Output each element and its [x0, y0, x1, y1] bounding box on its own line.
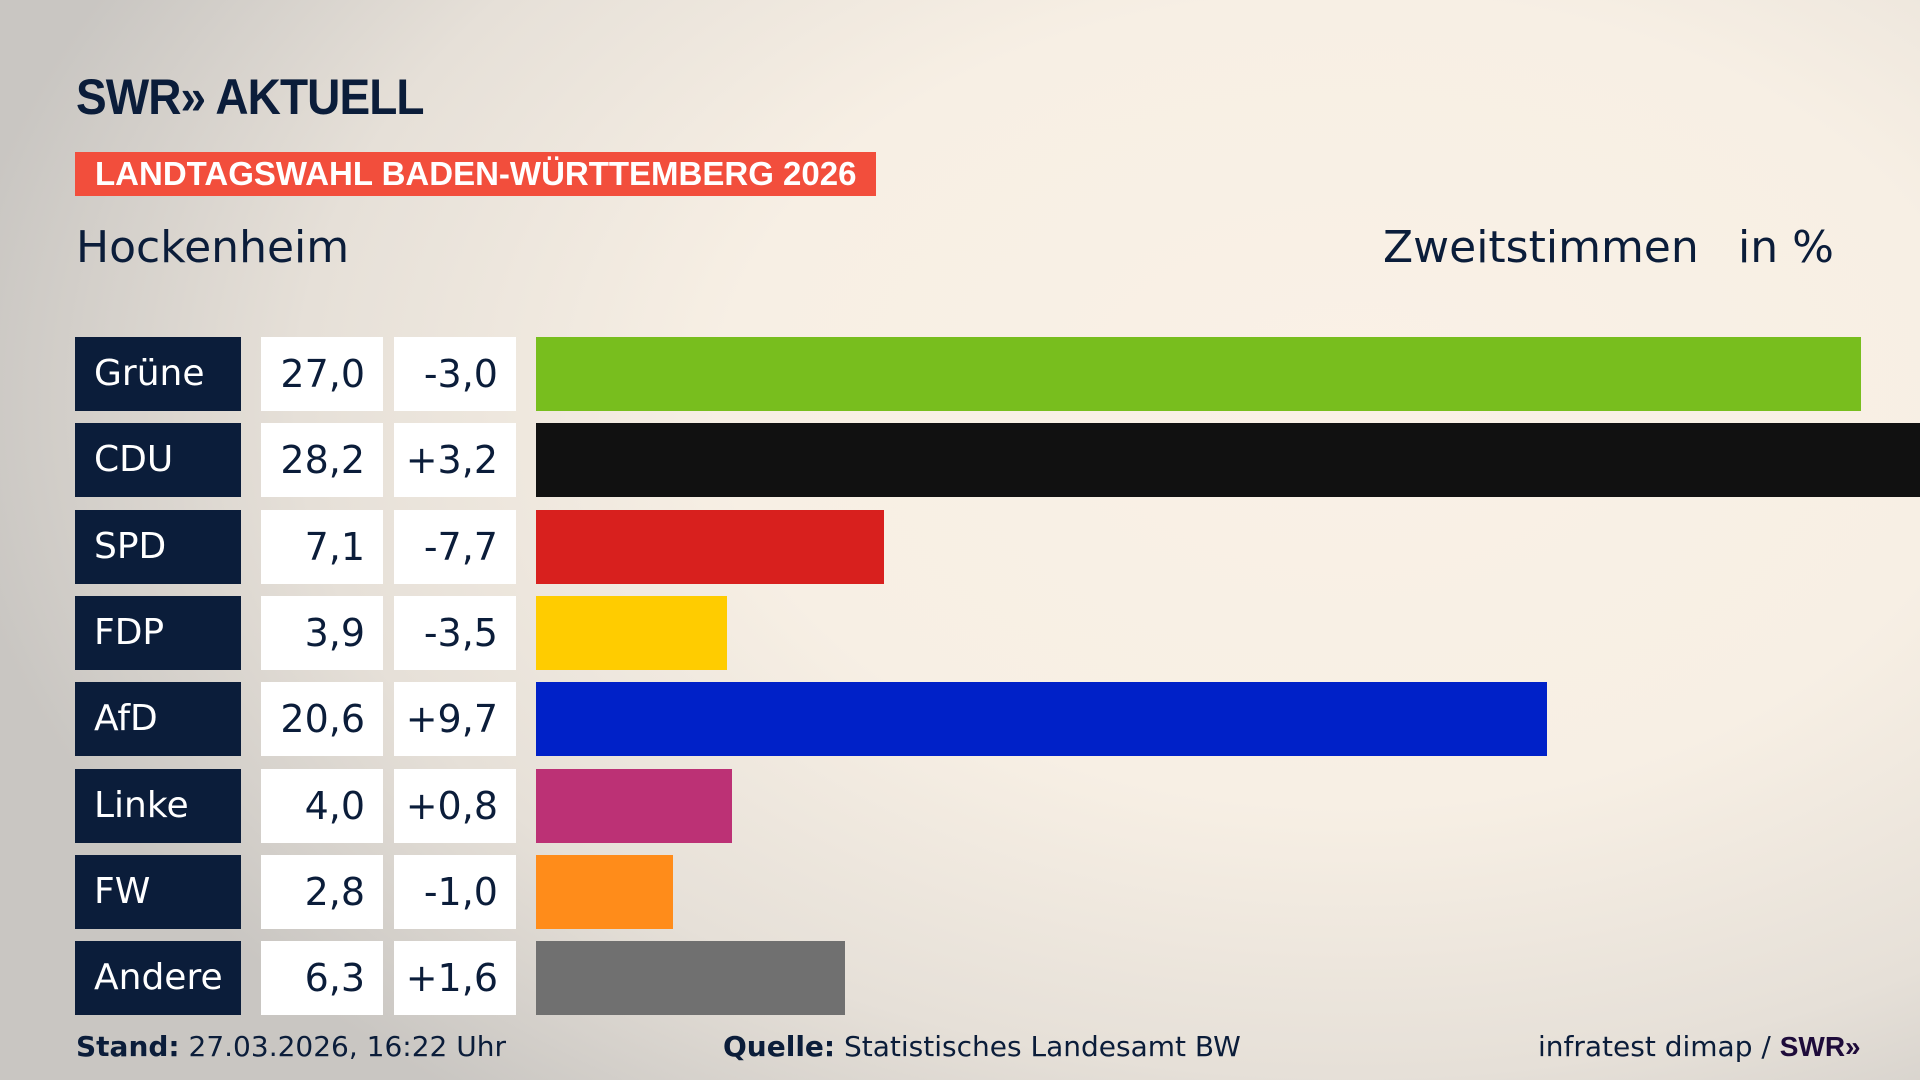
diff-label: -1,0: [394, 854, 516, 929]
value-label: 3,9: [261, 595, 383, 670]
timestamp: Stand: 27.03.2026, 16:22 Uhr: [76, 1030, 506, 1063]
value-label: 7,1: [261, 509, 383, 584]
value-label: 6,3: [261, 941, 383, 1016]
swr-logo: SWR»: [1779, 1031, 1861, 1062]
party-label: Grüne: [75, 337, 241, 411]
bar: [536, 423, 1920, 498]
party-label: FW: [75, 854, 241, 929]
value-label: 27,0: [261, 337, 383, 411]
party-label: CDU: [75, 423, 241, 498]
diff-label: -7,7: [394, 509, 516, 584]
diff-label: +0,8: [394, 768, 516, 843]
source-label: Quelle:: [723, 1030, 836, 1063]
bar: [536, 509, 885, 584]
bar: [536, 854, 674, 929]
credit: infratest dimap / SWR»: [1538, 1030, 1861, 1063]
bar: [536, 682, 1547, 757]
party-label: AfD: [75, 682, 241, 757]
diff-label: +3,2: [394, 423, 516, 498]
diff-label: +1,6: [394, 941, 516, 1016]
party-label: SPD: [75, 509, 241, 584]
source-value: Statistisches Landesamt BW: [844, 1030, 1241, 1063]
value-label: 20,6: [261, 682, 383, 757]
party-label: FDP: [75, 595, 241, 670]
credit-text: infratest dimap /: [1538, 1030, 1780, 1063]
party-label: Linke: [75, 768, 241, 843]
page-title: Hockenheim: [76, 222, 350, 273]
party-label: Andere: [75, 941, 241, 1016]
value-label: 28,2: [261, 423, 383, 498]
stand-label: Stand:: [76, 1030, 180, 1063]
value-label: 4,0: [261, 768, 383, 843]
bar: [536, 595, 728, 670]
bar: [536, 337, 1862, 411]
bar: [536, 768, 733, 843]
swr-aktuell-logo: SWR» AKTUELL: [76, 69, 424, 125]
diff-label: +9,7: [394, 682, 516, 757]
election-banner: LANDTAGSWAHL BADEN-WÜRTTEMBERG 2026: [75, 152, 877, 196]
vote-type-label: Zweitstimmen: [1383, 222, 1699, 273]
diff-label: -3,0: [394, 337, 516, 411]
stand-value: 27.03.2026, 16:22 Uhr: [188, 1030, 506, 1063]
bar: [536, 941, 846, 1016]
diff-label: -3,5: [394, 595, 516, 670]
source: Quelle: Statistisches Landesamt BW: [723, 1030, 1241, 1063]
value-label: 2,8: [261, 854, 383, 929]
unit-label: in %: [1738, 222, 1834, 273]
